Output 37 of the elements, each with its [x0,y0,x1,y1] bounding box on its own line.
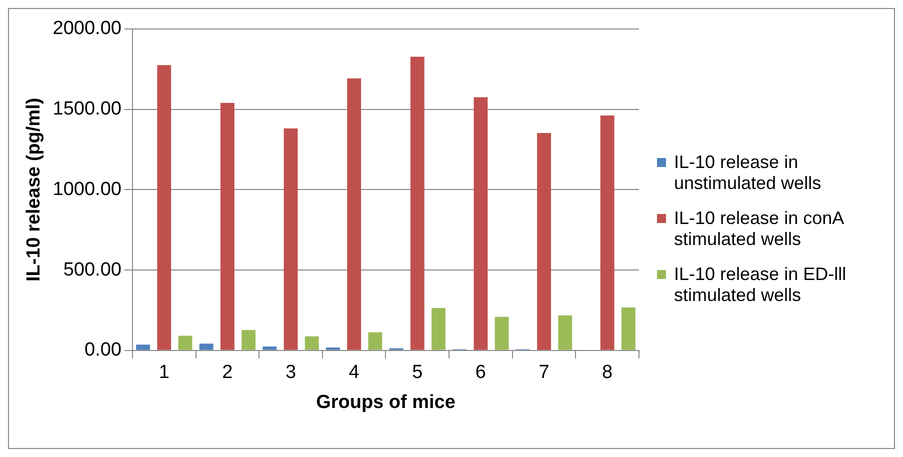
bar [347,78,362,350]
bar [262,346,277,350]
x-tick-label: 8 [602,362,613,384]
bar [600,115,614,350]
y-tick-label: 2000.00 [52,18,122,40]
x-tick-label: 4 [348,362,360,384]
legend-label: IL-10 release in ED-lll stimulated wells [674,264,848,306]
bar [494,316,509,350]
bar [178,336,192,350]
y-tick-label: 0.00 [84,340,122,361]
y-axis-title: IL-10 release (pg/ml) [24,98,45,282]
y-tick-label: 1000.00 [52,178,122,200]
bar [558,315,572,350]
x-tick-label: 5 [412,362,423,384]
y-tick-label: 500.00 [63,259,122,280]
bar [410,56,424,350]
bar [304,336,319,350]
x-axis-title: Groups of mice [316,392,456,413]
bar [136,344,150,350]
x-tick-label: 2 [222,362,233,384]
bar [621,307,636,350]
legend-label: IL-10 release in conA stimulated wells [674,208,845,250]
x-tick-label: 3 [285,362,296,384]
bar [242,330,256,350]
x-tick-label: 7 [538,362,550,384]
bar [432,308,446,350]
bar [284,128,298,350]
bar [220,102,234,350]
x-tick-label: 1 [158,362,170,384]
bar [368,332,382,350]
bar [157,65,172,350]
bar [199,344,214,350]
x-tick-label: 6 [475,362,486,384]
bar [537,132,551,350]
y-tick-label: 1500.00 [52,98,122,120]
bar [474,97,488,350]
legend-label: IL-10 release in unstimulated wells [674,152,822,194]
